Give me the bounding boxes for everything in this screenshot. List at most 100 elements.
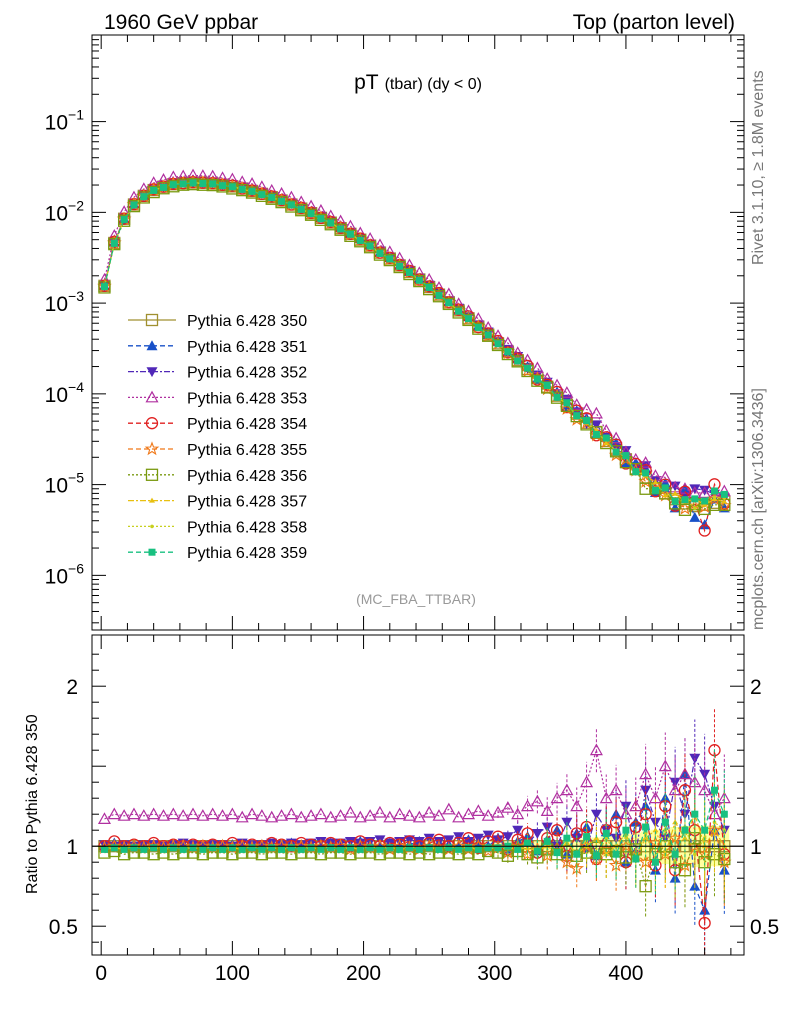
ratio-point-s352 bbox=[276, 840, 288, 851]
point-s356 bbox=[432, 290, 446, 303]
ratio-point-s359 bbox=[415, 845, 423, 853]
point-s359 bbox=[661, 484, 669, 492]
ratio-point-s353 bbox=[343, 805, 357, 818]
point-s352 bbox=[699, 485, 711, 496]
ratio-point-s359 bbox=[524, 839, 532, 847]
point-s354 bbox=[698, 524, 711, 537]
ratio-panel-frame bbox=[91, 634, 745, 956]
point-s359 bbox=[140, 193, 148, 201]
ratio-point-s353 bbox=[294, 810, 308, 823]
point-s359 bbox=[268, 194, 276, 202]
analysis-tag: (MC_FBA_TTBAR) bbox=[356, 591, 476, 607]
ratio-point-s359 bbox=[120, 845, 128, 853]
ratio-point-s353 bbox=[97, 812, 111, 825]
ratio-point-s359 bbox=[169, 844, 177, 852]
point-s353 bbox=[511, 346, 525, 358]
point-s351 bbox=[689, 511, 701, 522]
point-s356 bbox=[275, 195, 288, 209]
ratio-y-tick-label-right: 1 bbox=[750, 836, 762, 859]
point-s356 bbox=[531, 374, 544, 387]
point-s351 bbox=[699, 519, 711, 530]
ratio-line-s359 bbox=[104, 788, 725, 865]
ratio-point-s359 bbox=[130, 844, 138, 852]
point-s353 bbox=[580, 402, 594, 415]
point-s359 bbox=[120, 216, 128, 224]
legend-marker-s356 bbox=[145, 468, 159, 481]
ratio-point-s359 bbox=[671, 850, 679, 858]
point-s356 bbox=[472, 322, 485, 335]
ratio-point-s353 bbox=[147, 807, 161, 820]
ratio-point-s353 bbox=[648, 791, 662, 804]
point-s356 bbox=[609, 445, 623, 458]
point-s359 bbox=[484, 331, 492, 339]
legend-marker-s359 bbox=[148, 548, 156, 556]
ratio-point-s353 bbox=[393, 807, 407, 820]
ratio-point-s359 bbox=[455, 845, 463, 853]
point-s357 bbox=[652, 479, 659, 485]
point-s355 bbox=[539, 381, 555, 396]
ratio-point-s359 bbox=[268, 844, 276, 852]
ratio-point-s359 bbox=[278, 845, 286, 853]
ratio-point-s359 bbox=[228, 844, 236, 852]
point-s356 bbox=[196, 178, 210, 191]
legend-marker-s351 bbox=[146, 340, 158, 351]
ratio-point-s352 bbox=[266, 838, 278, 849]
mcplots-label: mcplots.cern.ch [arXiv:1306.3436] bbox=[750, 388, 767, 630]
point-s359 bbox=[386, 255, 394, 263]
ratio-y-tick-label-right: 2 bbox=[750, 676, 762, 699]
point-s359 bbox=[366, 242, 374, 250]
point-s353 bbox=[560, 386, 574, 398]
ratio-point-s352 bbox=[256, 840, 268, 851]
point-s359 bbox=[169, 181, 177, 189]
legend-label: Pythia 6.428 352 bbox=[187, 365, 307, 382]
ratio-point-s354 bbox=[432, 833, 446, 846]
point-s359 bbox=[622, 452, 630, 460]
point-s359 bbox=[710, 487, 718, 495]
ratio-point-s353 bbox=[225, 807, 239, 820]
point-s359 bbox=[563, 399, 571, 407]
ratio-point-s353 bbox=[176, 809, 190, 821]
point-s359 bbox=[278, 197, 286, 205]
ratio-point-s353 bbox=[422, 805, 436, 818]
right-title: Top (parton level) bbox=[573, 11, 735, 34]
point-s352 bbox=[689, 484, 701, 495]
ratio-y-tick-label: 1 bbox=[66, 836, 78, 859]
ratio-point-s353 bbox=[383, 810, 397, 823]
ratio-point-s359 bbox=[327, 844, 335, 852]
ratio-point-s353 bbox=[206, 807, 220, 820]
ratio-point-s356 bbox=[550, 848, 564, 861]
ratio-point-s359 bbox=[543, 837, 551, 845]
point-s357 bbox=[721, 498, 728, 504]
ratio-point-s353 bbox=[609, 783, 623, 796]
point-s356 bbox=[363, 241, 377, 254]
main-y-tick-label: 10−4 bbox=[45, 379, 85, 407]
ratio-point-s353 bbox=[501, 801, 515, 813]
ratio-point-s359 bbox=[386, 844, 394, 852]
tick-base: 10 bbox=[45, 475, 68, 498]
ratio-point-s353 bbox=[580, 775, 594, 788]
ratio-point-s353 bbox=[275, 809, 289, 821]
ratio-point-s353 bbox=[491, 805, 505, 818]
x-tick-label: 400 bbox=[608, 962, 643, 985]
point-s359 bbox=[199, 180, 207, 188]
plot-title-sub: (tbar) (dy < 0) bbox=[385, 76, 482, 93]
point-s359 bbox=[533, 375, 541, 383]
point-s356 bbox=[98, 281, 111, 294]
ratio-point-s359 bbox=[602, 829, 610, 837]
ratio-point-s353 bbox=[511, 807, 525, 820]
ratio-point-s353 bbox=[540, 804, 554, 817]
ratio-point-s359 bbox=[179, 845, 187, 853]
point-s356 bbox=[117, 214, 131, 227]
legend-marker-s352 bbox=[146, 367, 158, 378]
ratio-point-s352 bbox=[295, 840, 307, 851]
tick-exponent: −2 bbox=[68, 197, 84, 213]
point-s353 bbox=[639, 456, 653, 468]
ratio-point-s359 bbox=[622, 826, 630, 834]
point-s356 bbox=[167, 180, 180, 193]
ratio-point-s352 bbox=[305, 838, 317, 849]
ratio-point-s359 bbox=[632, 855, 640, 863]
ratio-point-s359 bbox=[681, 826, 689, 834]
ratio-point-s359 bbox=[445, 844, 453, 852]
ratio-point-s359 bbox=[258, 845, 266, 853]
point-s359 bbox=[327, 219, 335, 227]
